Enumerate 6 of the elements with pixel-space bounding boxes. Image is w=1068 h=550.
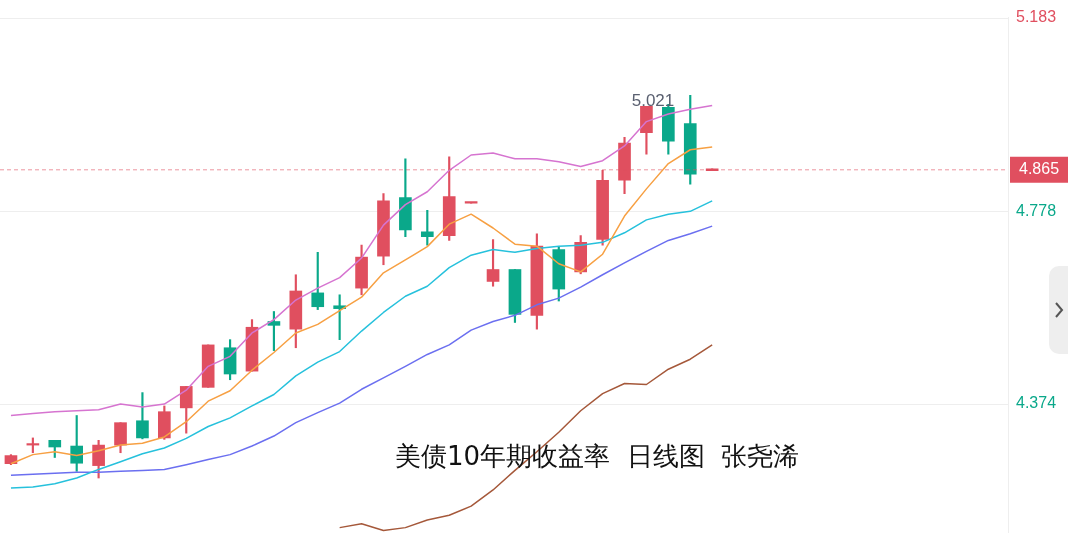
y-tick-label: 4.778 <box>1016 201 1057 219</box>
y-tick-label: 5.183 <box>1016 8 1057 26</box>
y-tick-label: 4.374 <box>1016 394 1057 412</box>
text: 美债10年期收益率 日线图 张尧浠 <box>394 441 800 472</box>
annotation: 5.021 <box>631 91 675 111</box>
ref-line-label: 4.865 <box>1018 160 1060 178</box>
